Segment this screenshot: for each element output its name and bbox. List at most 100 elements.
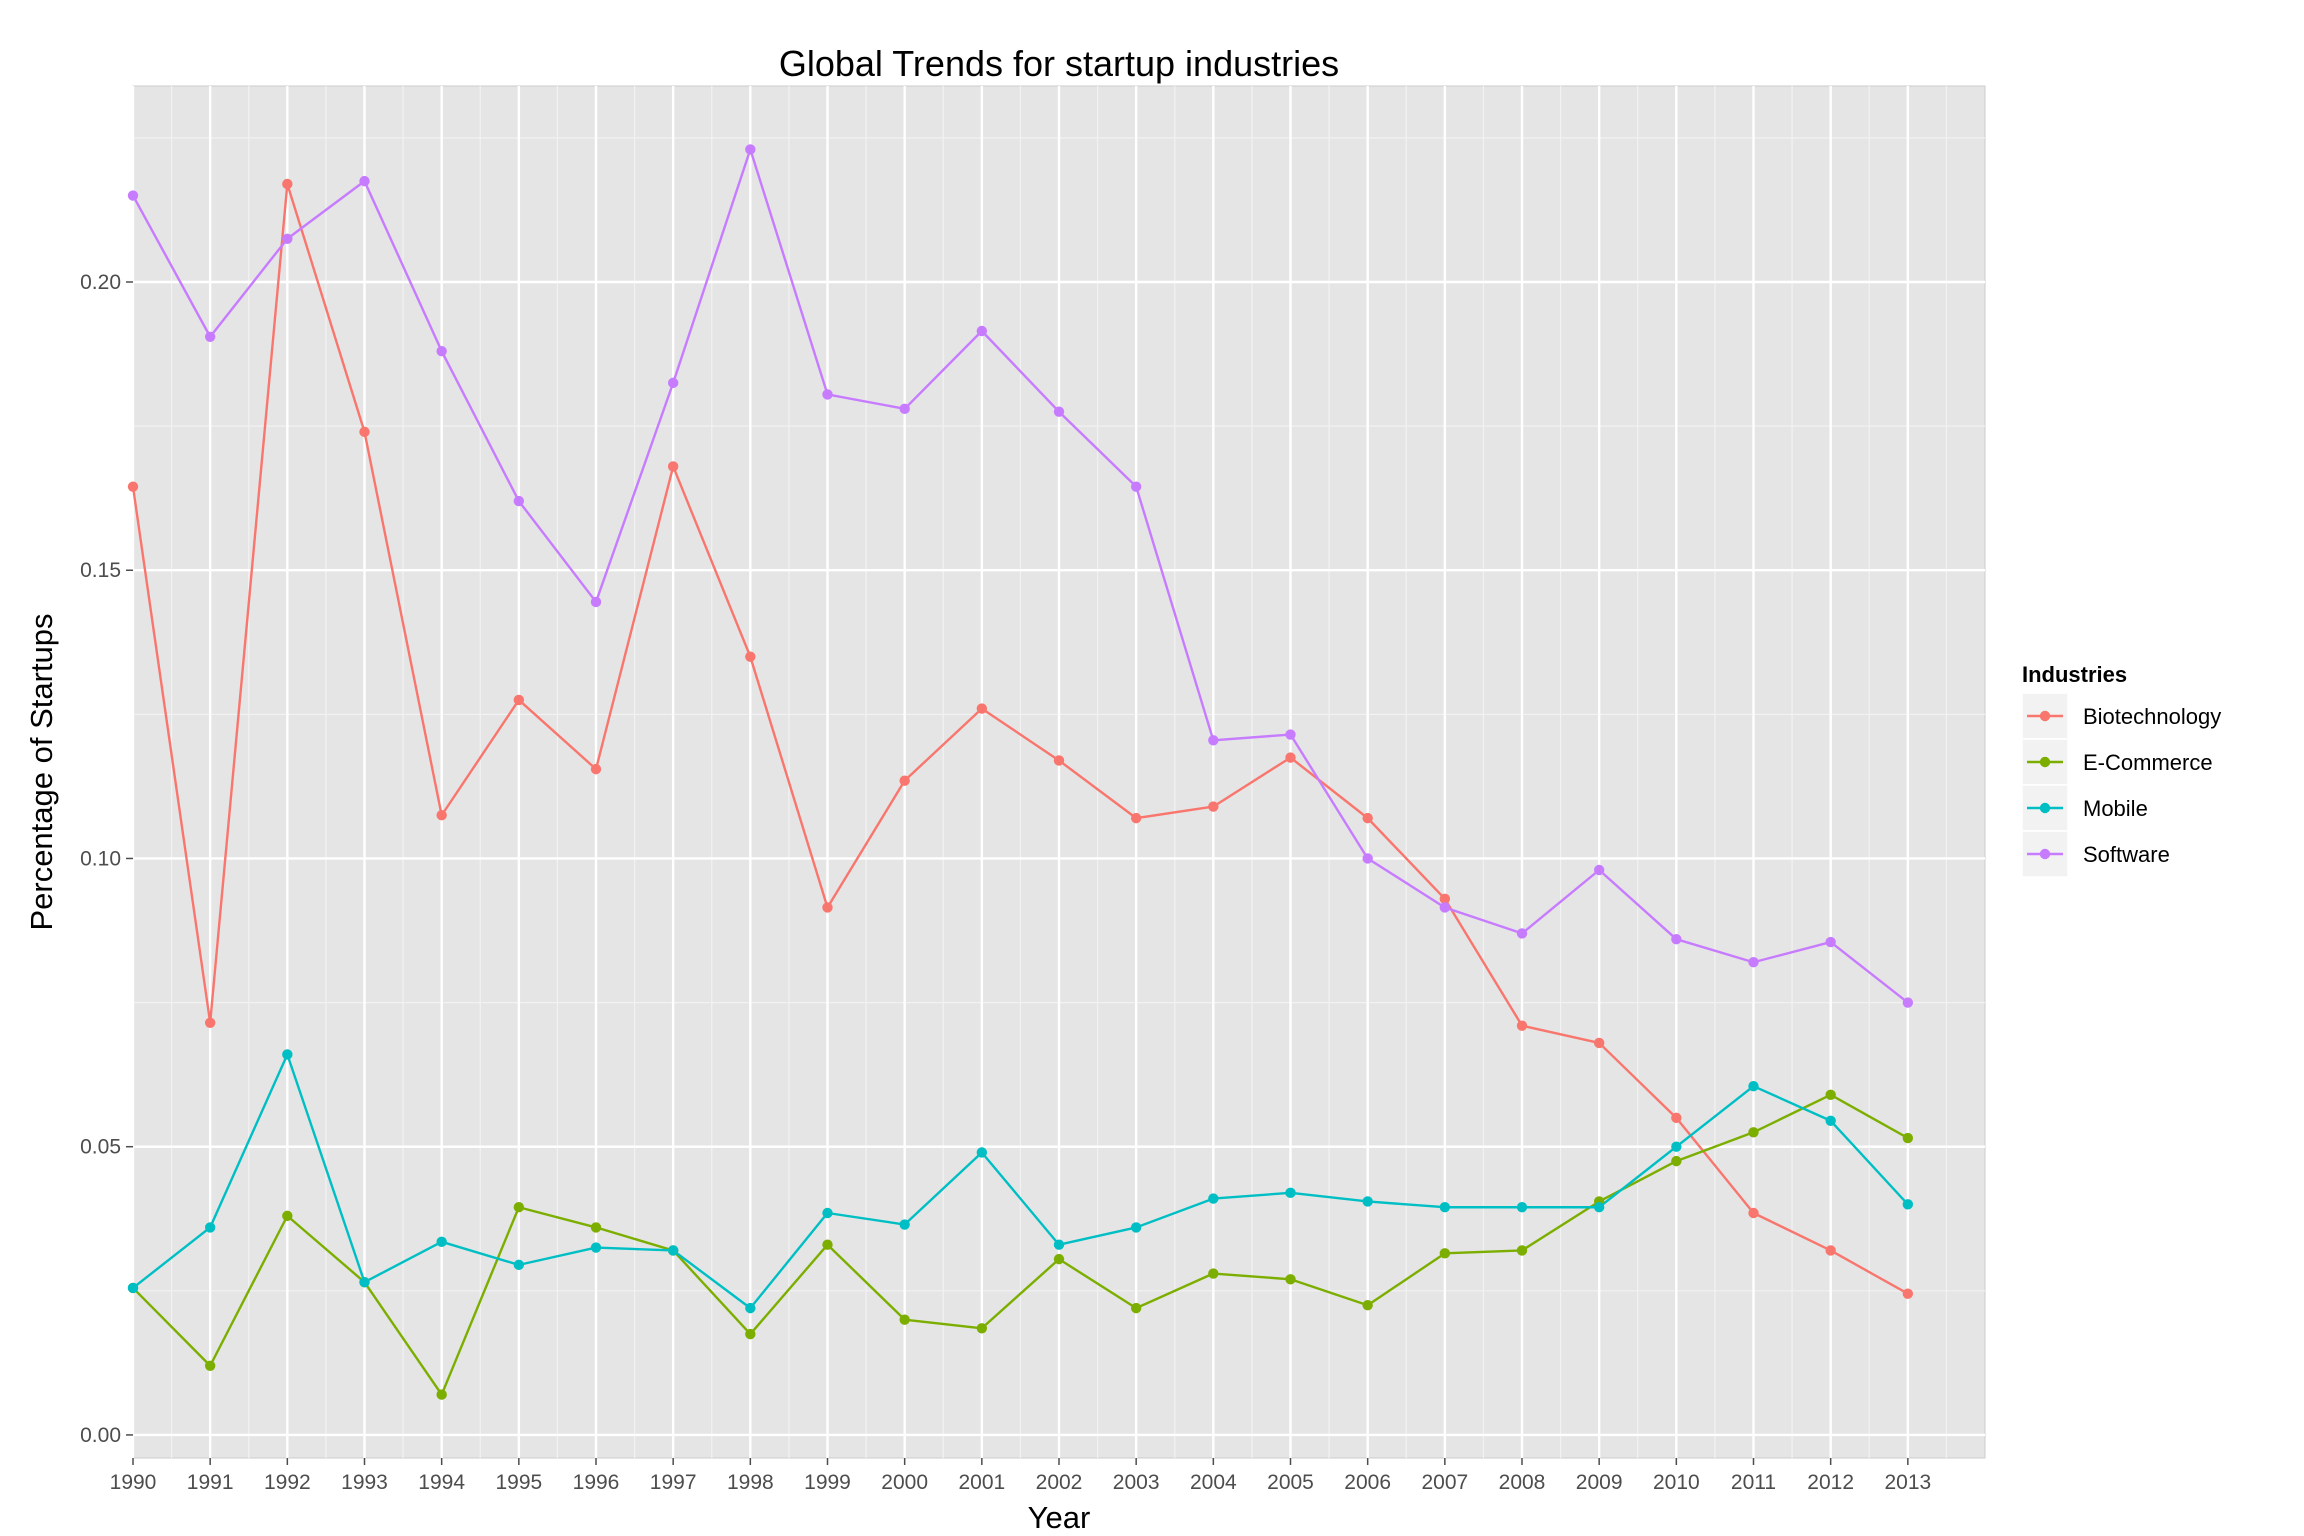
y-axis-title: Percentage of Startups (24, 613, 59, 930)
data-point-e-commerce (1208, 1268, 1219, 1279)
data-point-software (590, 596, 602, 608)
data-point-biotechnology (1439, 893, 1451, 905)
x-tick-label: 2006 (1344, 1471, 1391, 1494)
legend-item-software: Software (2021, 830, 2170, 878)
x-tick-label: 2005 (1267, 1471, 1314, 1494)
data-point-biotechnology (899, 775, 910, 786)
data-point-e-commerce (1902, 1132, 1914, 1144)
data-point-software (1825, 936, 1836, 948)
data-point-software (204, 331, 216, 342)
series-line-e-commerce (132, 1093, 1909, 1396)
data-point-software (745, 144, 756, 155)
x-tick-label: 2002 (1036, 1471, 1083, 1494)
data-point-biotechnology (1516, 1020, 1528, 1031)
data-point-mobile (822, 1207, 833, 1219)
x-tick-label: 2001 (958, 1471, 1005, 1494)
data-point-biotechnology (127, 481, 139, 492)
data-point-software (1593, 864, 1605, 876)
data-point-mobile (1902, 1199, 1914, 1210)
data-point-software (1748, 957, 1759, 968)
x-tick-label: 2004 (1190, 1471, 1237, 1494)
legend-item-mobile: Mobile (2021, 784, 2148, 832)
data-point-e-commerce (1285, 1274, 1296, 1285)
data-point-mobile (1516, 1202, 1528, 1213)
data-point-mobile (513, 1259, 525, 1271)
data-point-e-commerce (590, 1222, 602, 1233)
legend-item-e-commerce: E-Commerce (2021, 738, 2213, 786)
data-point-biotechnology (513, 694, 525, 706)
y-axis-ticks: 0.00 0.05 0.10 0.15 0.20 (80, 271, 133, 1447)
x-tick-label: 1992 (264, 1471, 311, 1494)
data-point-e-commerce (1748, 1127, 1759, 1138)
data-point-biotechnology (204, 1017, 216, 1028)
data-point-mobile (127, 1282, 139, 1294)
x-tick-label: 1998 (727, 1471, 774, 1494)
data-point-biotechnology (1671, 1112, 1682, 1124)
data-point-mobile (899, 1219, 910, 1230)
x-tick-label: 1996 (573, 1471, 620, 1494)
data-point-e-commerce (976, 1323, 988, 1334)
legend-key-point (2039, 756, 2051, 768)
data-point-e-commerce (1053, 1253, 1065, 1265)
data-point-biotechnology (436, 810, 447, 821)
data-point-mobile (667, 1245, 679, 1256)
data-point-e-commerce (1130, 1302, 1142, 1314)
data-point-mobile (1285, 1187, 1296, 1199)
data-point-mobile (745, 1302, 756, 1314)
series-points (127, 144, 1914, 1400)
data-point-biotechnology (1902, 1288, 1914, 1299)
data-point-mobile (359, 1276, 370, 1288)
x-tick-label: 2007 (1421, 1471, 1468, 1494)
x-axis-title: Year (1028, 1500, 1091, 1535)
x-tick-label: 1991 (187, 1471, 234, 1494)
data-point-software (513, 495, 525, 507)
data-point-mobile (1130, 1222, 1142, 1233)
legend-label: Mobile (2083, 796, 2148, 821)
x-tick-label: 2003 (1113, 1471, 1160, 1494)
y-tick-label: 0.15 (80, 559, 121, 582)
x-tick-label: 1997 (650, 1471, 697, 1494)
data-point-e-commerce (1439, 1248, 1451, 1259)
x-tick-label: 1999 (804, 1471, 851, 1494)
data-point-software (1671, 933, 1682, 945)
data-point-software (1285, 729, 1296, 740)
data-point-biotechnology (1825, 1245, 1836, 1256)
data-point-software (436, 345, 447, 357)
legend-key-point (2039, 848, 2051, 860)
legend-key-point (2039, 802, 2051, 814)
data-point-biotechnology (359, 426, 370, 438)
legend-label: E-Commerce (2083, 750, 2213, 775)
x-tick-label: 2009 (1576, 1471, 1623, 1494)
data-point-mobile (282, 1049, 293, 1060)
data-point-e-commerce (204, 1360, 216, 1371)
data-point-e-commerce (1516, 1245, 1528, 1256)
data-point-mobile (1748, 1080, 1759, 1092)
x-axis-ticks: 1990 1991 1992 1993 1994 1995 1996 1997 1998 1999… (110, 1458, 1931, 1494)
x-tick-label: 2012 (1807, 1471, 1854, 1494)
data-point-biotechnology (667, 461, 679, 472)
legend: Industries Biotechnology E-Commerce Mobile… (2021, 662, 2221, 878)
x-tick-label: 1990 (110, 1471, 157, 1494)
data-point-software (667, 377, 679, 389)
data-point-biotechnology (1285, 752, 1296, 763)
data-point-software (1362, 853, 1373, 864)
data-point-software (1516, 928, 1528, 939)
data-point-software (1902, 997, 1914, 1008)
data-point-mobile (1671, 1141, 1682, 1152)
x-tick-label: 1993 (341, 1471, 388, 1494)
data-point-e-commerce (899, 1314, 910, 1325)
data-point-software (1439, 902, 1451, 913)
y-tick-label: 0.05 (80, 1136, 121, 1159)
data-point-mobile (436, 1236, 447, 1248)
legend-key-point (2039, 710, 2051, 722)
data-point-e-commerce (436, 1389, 447, 1400)
data-point-mobile (1825, 1115, 1836, 1126)
data-point-software (359, 175, 370, 187)
series-line-software (131, 148, 1909, 1004)
x-tick-label: 1995 (495, 1471, 542, 1494)
x-tick-label: 2013 (1884, 1471, 1931, 1494)
x-tick-label: 1994 (418, 1471, 465, 1494)
data-point-biotechnology (976, 703, 988, 714)
data-point-software (976, 325, 988, 337)
